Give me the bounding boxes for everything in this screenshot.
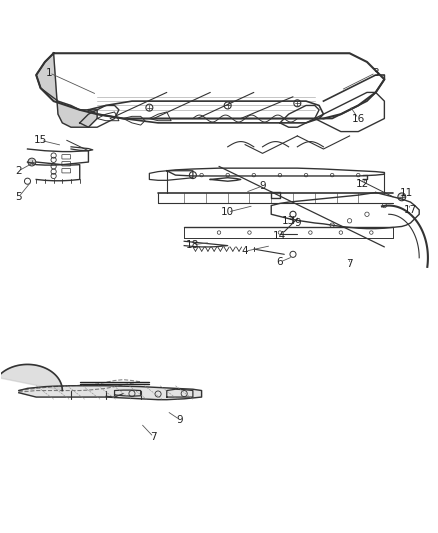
Text: 12: 12: [356, 179, 369, 189]
Polygon shape: [0, 365, 62, 391]
Text: 2: 2: [15, 166, 22, 176]
Text: 17: 17: [404, 205, 417, 215]
Text: 7: 7: [346, 260, 353, 269]
Polygon shape: [36, 53, 97, 127]
Text: 18: 18: [186, 240, 200, 250]
Text: 3: 3: [372, 68, 379, 78]
Text: 9: 9: [177, 415, 183, 425]
Text: 1: 1: [46, 68, 53, 78]
Polygon shape: [19, 386, 201, 400]
Text: 16: 16: [352, 114, 365, 124]
Text: 9: 9: [294, 218, 300, 228]
Text: 7: 7: [150, 432, 157, 442]
Text: 5: 5: [15, 192, 22, 202]
Circle shape: [398, 193, 406, 201]
Text: 14: 14: [273, 231, 286, 241]
Circle shape: [28, 158, 36, 166]
Text: 6: 6: [277, 257, 283, 267]
Text: 9: 9: [259, 181, 266, 191]
Text: 11: 11: [399, 188, 413, 198]
Text: 10: 10: [221, 207, 234, 217]
Text: 15: 15: [34, 135, 47, 146]
Text: 4: 4: [242, 246, 248, 256]
Text: 13: 13: [282, 216, 295, 226]
